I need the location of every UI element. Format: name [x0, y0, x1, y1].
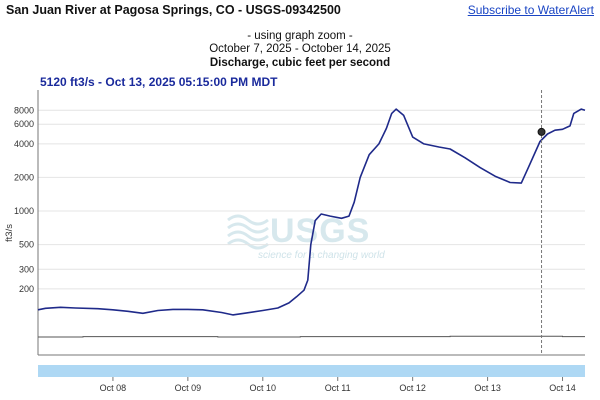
subscribe-wateralert-link[interactable]: Subscribe to WaterAlert — [467, 3, 594, 17]
y-tick-label: 2000 — [14, 172, 34, 182]
range-selector-bar[interactable] — [38, 365, 585, 377]
x-tick-label: Oct 14 — [549, 383, 576, 393]
y-tick-label: 500 — [19, 240, 34, 250]
y-tick-label: 300 — [19, 264, 34, 274]
y-axis-label: ft3/s — [4, 224, 15, 242]
x-tick-label: Oct 09 — [175, 383, 202, 393]
watermark-wave — [227, 230, 269, 242]
hover-point — [537, 127, 546, 136]
watermark-wave — [227, 214, 269, 226]
watermark-wave — [227, 238, 269, 250]
x-tick-label: Oct 13 — [474, 383, 501, 393]
y-tick-label: 6000 — [14, 119, 34, 129]
y-tick-label: 1000 — [14, 206, 34, 216]
x-tick-label: Oct 12 — [399, 383, 426, 393]
x-tick-labels: Oct 08 Oct 09 Oct 10 Oct 11 Oct 12 Oct 13 Oct … — [100, 377, 576, 393]
x-tick-label: Oct 11 — [325, 383, 351, 393]
tooltip-readout: 5120 ft3/s - Oct 13, 2025 05:15:00 PM MD… — [40, 75, 278, 89]
y-tick-label: 8000 — [14, 105, 34, 115]
watermark-tagline: science for a changing world — [258, 250, 385, 261]
grid-lines — [38, 109, 585, 290]
chart-title: Discharge, cubic feet per second — [209, 57, 391, 69]
secondary-step-line — [38, 335, 585, 338]
y-tick-label: 200 — [19, 284, 34, 294]
x-tick-label: Oct 08 — [100, 383, 127, 393]
date-range: October 7, 2025 - October 14, 2025 — [209, 43, 391, 55]
series-group — [37, 108, 586, 338]
axes — [37, 90, 585, 356]
discharge-series-line — [37, 108, 586, 316]
y-tick-labels: 200 300 500 1000 2000 4000 6000 8000 — [14, 105, 34, 294]
crosshair-group — [537, 90, 546, 355]
y-tick-label: 4000 — [14, 139, 34, 149]
zoom-note: - using graph zoom - — [247, 30, 353, 42]
watermark-logo-text: USGS — [270, 212, 370, 250]
x-tick-label: Oct 10 — [250, 383, 277, 393]
site-title: San Juan River at Pagosa Springs, CO - U… — [6, 3, 341, 17]
watermark-wave — [227, 222, 269, 234]
top-bar: San Juan River at Pagosa Springs, CO - U… — [0, 0, 600, 22]
